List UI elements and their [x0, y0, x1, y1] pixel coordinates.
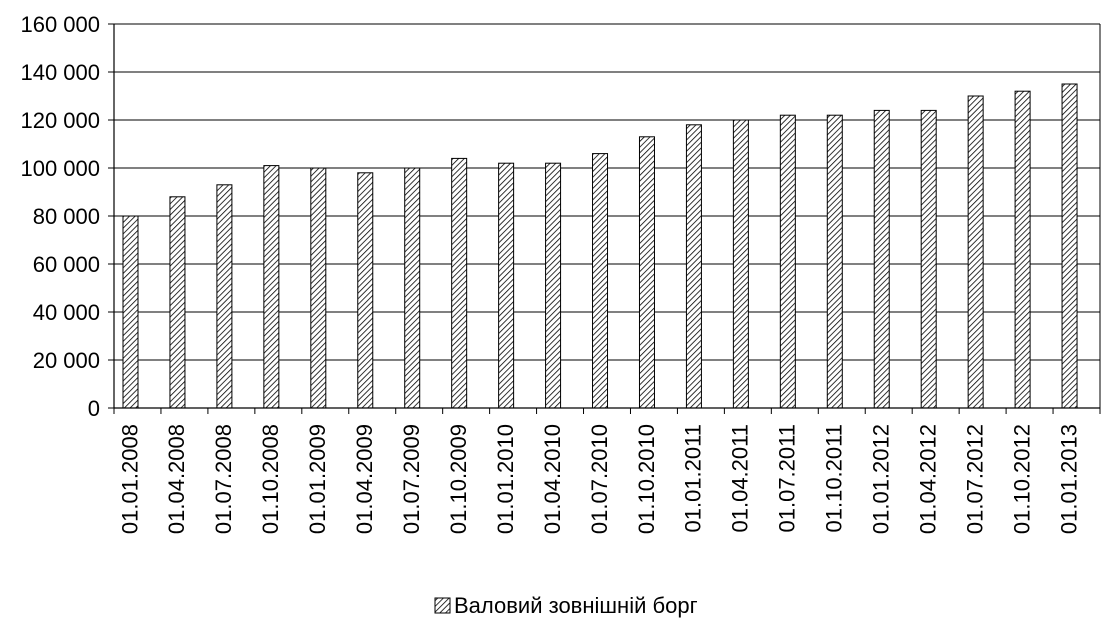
y-tick-label: 60 000 [33, 252, 100, 277]
x-tick-label: 01.01.2012 [869, 424, 894, 534]
x-tick-label: 01.01.2013 [1056, 424, 1081, 534]
x-tick-label: 01.07.2008 [211, 424, 236, 534]
x-tick-label: 01.04.2011 [728, 424, 753, 532]
x-tick-label: 01.07.2009 [399, 424, 424, 534]
bar-01.07.2009 [404, 167, 421, 409]
bar-01.01.2010 [498, 162, 515, 409]
bars [122, 83, 1078, 409]
bar-01.10.2009 [451, 157, 468, 409]
bar-01.10.2011 [826, 114, 843, 409]
y-tick-label: 20 000 [33, 348, 100, 373]
y-axis-ticks: 0 20 000 40 000 60 000 80 000 100 000 120 000 1… [20, 12, 114, 421]
x-tick-label: 01.01.2010 [493, 424, 518, 534]
x-tick-label: 01.07.2011 [775, 424, 800, 532]
y-tick-label: 100 000 [20, 156, 100, 181]
legend-label: Валовий зовнішній борг [454, 593, 698, 618]
legend-swatch [434, 597, 451, 614]
x-tick-label: 01.10.2011 [822, 424, 847, 532]
x-tick-label: 01.10.2012 [1009, 424, 1034, 534]
x-tick-label: 01.01.2008 [117, 424, 142, 534]
y-tick-label: 120 000 [20, 108, 100, 133]
bar-01.10.2010 [638, 136, 655, 409]
x-tick-label: 01.04.2012 [915, 424, 940, 534]
y-tick-label: 160 000 [20, 12, 100, 37]
bar-01.01.2009 [310, 167, 327, 409]
x-tick-label: 01.01.2009 [305, 424, 330, 534]
x-tick-label: 01.04.2010 [540, 424, 565, 534]
bar-01.07.2011 [779, 114, 796, 409]
x-axis-ticks: 01.01.2008 01.04.2008 01.07.2008 01.10.2008… [113, 408, 1101, 534]
x-tick-label: 01.04.2008 [164, 424, 189, 534]
bar-01.04.2008 [169, 196, 186, 409]
legend: Валовий зовнішній борг [434, 593, 698, 618]
bar-01.10.2012 [1014, 90, 1031, 409]
bar-01.01.2011 [685, 124, 702, 409]
bar-01.01.2012 [873, 109, 890, 409]
bar-01.04.2010 [545, 162, 562, 409]
x-tick-label: 01.04.2009 [352, 424, 377, 534]
x-tick-label: 01.07.2012 [962, 424, 987, 534]
x-tick-label: 01.10.2008 [258, 424, 283, 534]
x-tick-label: 01.10.2009 [446, 424, 471, 534]
y-tick-label: 40 000 [33, 300, 100, 325]
bar-01.04.2012 [920, 109, 937, 409]
bar-01.01.2013 [1061, 83, 1078, 409]
bar-01.10.2008 [263, 165, 280, 409]
bar-01.07.2010 [592, 153, 609, 409]
bar-01.07.2012 [967, 95, 984, 409]
x-tick-label: 01.10.2010 [634, 424, 659, 534]
bar-01.04.2011 [732, 119, 749, 409]
bar-01.01.2008 [122, 215, 139, 409]
bar-01.04.2009 [357, 172, 374, 409]
y-tick-label: 80 000 [33, 204, 100, 229]
y-tick-label: 0 [88, 396, 100, 421]
x-tick-label: 01.07.2010 [587, 424, 612, 534]
x-tick-label: 01.01.2011 [681, 424, 706, 532]
y-tick-label: 140 000 [20, 60, 100, 85]
bar-01.07.2008 [216, 184, 233, 409]
